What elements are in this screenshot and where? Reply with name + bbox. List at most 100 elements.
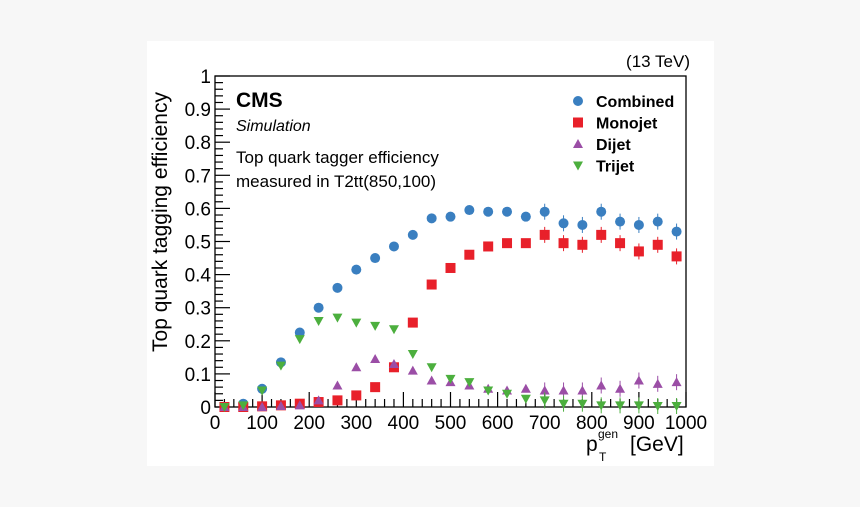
data-point <box>558 399 569 409</box>
data-point <box>332 380 343 390</box>
data-point <box>633 246 644 257</box>
y-tick-label: 1 <box>200 67 211 88</box>
data-point <box>671 226 682 237</box>
y-tick-label: 0.2 <box>185 332 211 353</box>
data-point <box>445 374 456 384</box>
data-point <box>407 229 418 240</box>
y-tick-label: 0.1 <box>185 365 211 386</box>
data-point <box>520 211 531 222</box>
data-point <box>464 249 475 260</box>
y-tick-label: 0.4 <box>185 266 212 287</box>
data-point <box>332 395 343 406</box>
data-point <box>539 229 550 240</box>
data-point <box>294 327 305 338</box>
legend-item-dijet: Dijet <box>573 137 631 154</box>
data-point <box>426 363 437 373</box>
data-point <box>370 382 381 393</box>
x-tick-label: 700 <box>529 413 561 434</box>
data-point <box>275 401 286 411</box>
data-point <box>652 402 663 412</box>
axes: 0 100 200 300 400 500 600 700 800 900 1000 0 0.1 0.2 0… <box>185 67 708 434</box>
data-point <box>520 394 531 404</box>
x-tick-label: 900 <box>623 413 655 434</box>
data-point <box>313 395 324 405</box>
series-trijet <box>219 313 682 415</box>
data-point <box>596 229 607 240</box>
data-point <box>615 401 626 411</box>
data-point <box>483 241 494 252</box>
legend-marker <box>573 161 583 171</box>
x-tick-label: 800 <box>576 413 608 434</box>
data-point <box>294 335 305 345</box>
data-point <box>520 383 531 393</box>
legend-label: Dijet <box>596 137 631 154</box>
data-point <box>671 251 682 262</box>
data-point <box>426 213 437 224</box>
simulation-label: Simulation <box>236 118 311 135</box>
data-point <box>257 402 268 411</box>
data-point <box>370 354 381 364</box>
x-tick-label: 200 <box>293 413 325 434</box>
data-points <box>219 203 682 415</box>
data-point <box>426 375 437 385</box>
data-point <box>596 401 607 411</box>
data-point <box>275 361 286 371</box>
data-point <box>558 238 569 249</box>
data-point <box>615 383 626 393</box>
legend-marker <box>573 139 583 148</box>
data-point <box>351 390 362 401</box>
data-point <box>671 402 682 412</box>
legend-item-trijet: Trijet <box>573 159 635 176</box>
y-tick-label: 0.6 <box>185 199 211 220</box>
data-point <box>558 218 569 229</box>
data-point <box>577 219 588 230</box>
y-tick-label: 0.5 <box>185 233 211 254</box>
data-point <box>332 282 343 293</box>
data-point <box>539 396 550 406</box>
x-label-base: p <box>586 433 598 456</box>
legend: Combined Monojet Dijet Trijet <box>573 94 674 176</box>
data-point <box>464 205 475 216</box>
data-point <box>445 211 456 222</box>
data-point <box>388 241 399 252</box>
data-point <box>539 385 550 395</box>
data-point <box>539 206 550 217</box>
y-tick-label: 0.8 <box>185 133 211 154</box>
x-tick-label: 400 <box>388 413 420 434</box>
energy-label: (13 TeV) <box>626 52 690 71</box>
legend-marker <box>573 96 583 106</box>
data-point <box>351 362 362 372</box>
x-tick-label: 600 <box>482 413 514 434</box>
data-point <box>219 403 230 412</box>
cms-label: CMS <box>236 89 283 112</box>
x-tick-label: 1000 <box>665 413 707 434</box>
data-point <box>370 253 381 264</box>
data-point <box>370 321 381 331</box>
annotation-line-2: measured in T2tt(850,100) <box>236 172 436 191</box>
data-point <box>520 238 531 249</box>
data-point <box>502 206 513 217</box>
x-axis-label: p gen T [GeV] <box>586 427 684 464</box>
data-point <box>313 302 324 313</box>
data-point <box>407 317 418 328</box>
data-point <box>351 318 362 328</box>
data-point <box>257 386 268 396</box>
data-point <box>633 375 644 385</box>
data-point <box>388 325 399 335</box>
data-point <box>502 238 513 249</box>
x-tick-label: 300 <box>340 413 372 434</box>
data-point <box>388 358 399 368</box>
annotation-line-1: Top quark tagger efficiency <box>236 148 439 167</box>
x-label-sub: T <box>599 450 607 464</box>
x-tick-label: 100 <box>246 413 278 434</box>
data-point <box>483 386 494 396</box>
data-point <box>558 385 569 395</box>
y-tick-label: 0.7 <box>185 166 211 187</box>
legend-label: Trijet <box>596 159 635 176</box>
data-point <box>652 378 663 388</box>
data-point <box>238 401 249 411</box>
data-point <box>652 216 663 227</box>
data-point <box>577 239 588 250</box>
data-point <box>313 316 324 326</box>
data-point <box>577 399 588 409</box>
